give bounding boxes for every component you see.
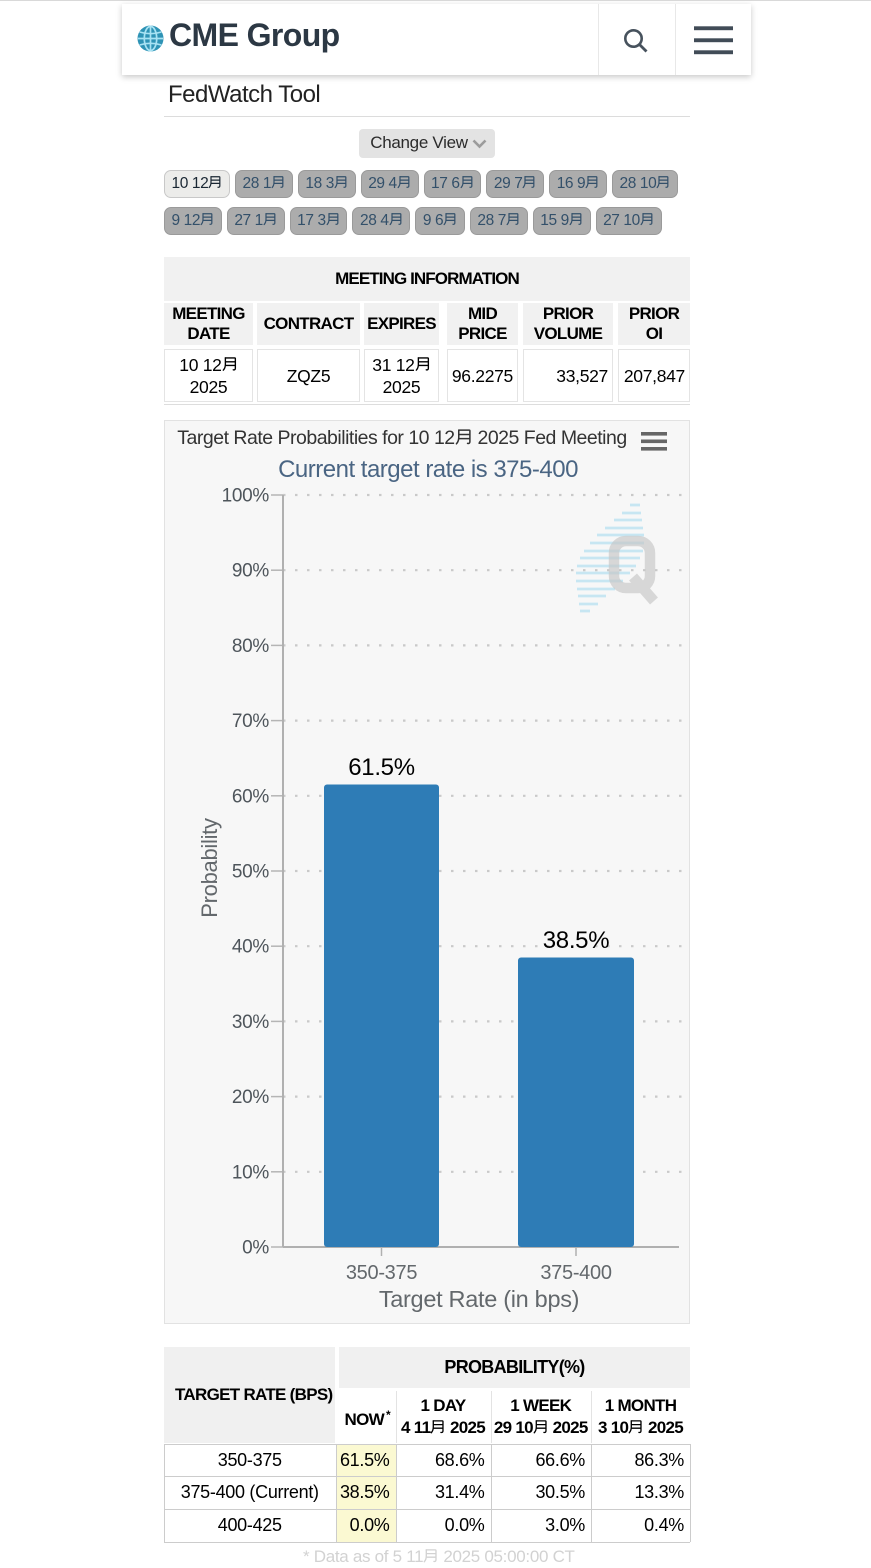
svg-text:38.5%: 38.5% [543,927,610,954]
svg-text:70%: 70% [232,711,270,732]
svg-text:90%: 90% [232,561,270,582]
svg-text:20%: 20% [232,1087,270,1108]
svg-text:375-400: 375-400 [540,1262,611,1284]
svg-text:40%: 40% [232,937,270,958]
svg-text:Target Rate (in bps): Target Rate (in bps) [379,1286,579,1312]
svg-text:50%: 50% [232,862,270,883]
svg-text:0%: 0% [242,1238,269,1259]
svg-text:61.5%: 61.5% [348,754,415,781]
svg-text:10%: 10% [232,1162,270,1183]
svg-text:100%: 100% [222,487,270,507]
svg-text:350-375: 350-375 [346,1262,417,1284]
svg-text:30%: 30% [232,1012,270,1033]
svg-text:80%: 80% [232,636,270,657]
svg-text:Probability: Probability [197,818,222,918]
svg-text:60%: 60% [232,786,270,807]
